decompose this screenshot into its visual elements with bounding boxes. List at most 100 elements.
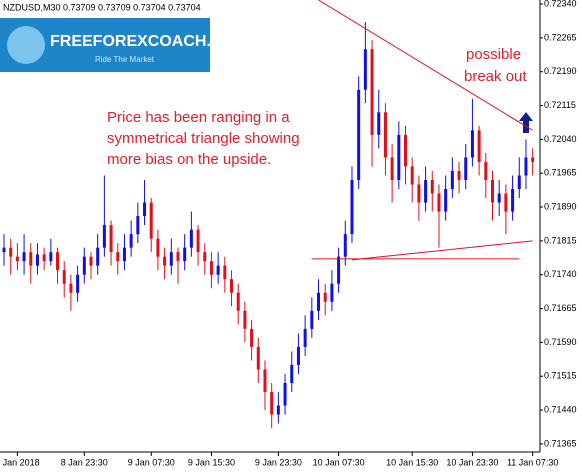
candle-body	[42, 254, 46, 262]
y-tick-label: 0.71890	[544, 201, 577, 211]
x-tick-label: 10 Jan 07:30	[313, 457, 365, 467]
candle-body	[283, 382, 287, 406]
candle-body	[82, 256, 86, 275]
candle-body	[143, 202, 147, 217]
x-tick-label: 9 Jan 23:30	[255, 457, 302, 467]
candle-body	[136, 216, 140, 235]
x-tick-label: 11 Jan 07:30	[507, 457, 558, 467]
breakout-arrow	[519, 112, 533, 133]
x-tick-label: 8 Jan 23:30	[61, 457, 108, 467]
y-tick-label: 0.71665	[544, 303, 577, 313]
candle-body	[350, 179, 354, 235]
candle-body	[109, 225, 113, 253]
candle-body	[517, 175, 521, 190]
candle-body	[9, 247, 13, 257]
candle-body	[176, 252, 180, 262]
y-tick-label: 0.71515	[544, 371, 577, 381]
candle-body	[2, 247, 6, 253]
candle-body	[383, 112, 387, 158]
candle-body	[377, 112, 381, 135]
candle-body	[236, 292, 240, 311]
annotation: possible	[466, 46, 521, 63]
x-tick-label: 9 Jan 07:30	[128, 457, 175, 467]
candle-body	[511, 189, 515, 212]
candle-body	[363, 49, 367, 90]
y-tick-label: 0.71965	[544, 168, 577, 178]
x-tick-label: 10 Jan 15:30	[386, 457, 438, 467]
candle-body	[183, 247, 187, 262]
y-tick-label: 0.71740	[544, 269, 577, 279]
annotation: break out	[464, 68, 527, 85]
candle-body	[397, 134, 401, 180]
y-tick-label: 0.71815	[544, 235, 577, 245]
candle-body	[250, 328, 254, 347]
y-tick-label: 0.71590	[544, 337, 577, 347]
candle-body	[504, 193, 508, 212]
candle-body	[317, 292, 321, 311]
candle-body	[290, 364, 294, 383]
annotation: more bias on the upside.	[107, 151, 271, 168]
candle-body	[22, 252, 26, 262]
candle-body	[49, 252, 53, 262]
trendline	[318, 0, 533, 131]
candle-body	[417, 184, 421, 203]
candle-body	[497, 193, 501, 203]
candle-body	[303, 328, 307, 347]
annotation: symmetrical triangle showing	[107, 130, 300, 147]
candle-body	[450, 170, 454, 190]
candle-body	[464, 157, 468, 180]
candle-body	[296, 346, 300, 365]
y-tick-label: 0.72040	[544, 134, 577, 144]
candle-body	[129, 234, 133, 248]
candle-body	[343, 234, 347, 257]
y-tick-label: 0.72340	[544, 0, 577, 8]
x-tick-label: 9 Jan 15:30	[188, 457, 235, 467]
candle-body	[29, 252, 33, 266]
candle-body	[477, 130, 481, 162]
candle-body	[531, 157, 535, 162]
candle-body	[270, 392, 274, 415]
trendline	[351, 240, 533, 261]
candle-body	[216, 265, 220, 275]
candle-body	[424, 179, 428, 203]
symbol-header: NZDUSD,M30 0.73709 0.73709 0.73704 0.737…	[3, 2, 201, 12]
y-tick-label: 0.72190	[544, 66, 577, 76]
candle-body	[470, 130, 474, 158]
y-tick-label: 0.72265	[544, 32, 577, 42]
candle-body	[102, 225, 106, 248]
candle-body	[404, 134, 408, 167]
annotation: Price has been ranging in a	[107, 109, 290, 126]
y-tick-label: 0.71440	[544, 404, 577, 414]
x-tick-label: 8 Jan 2018	[0, 457, 40, 467]
candle-body	[69, 283, 73, 293]
candle-body	[330, 283, 334, 302]
candle-body	[491, 179, 495, 203]
x-tick-label: 10 Jan 23:30	[446, 457, 498, 467]
candle-body	[62, 270, 66, 284]
candle-body	[484, 161, 488, 180]
candle-body	[256, 346, 260, 370]
candle-body	[524, 157, 528, 176]
candle-body	[276, 405, 280, 415]
candle-body	[189, 229, 193, 248]
logo-tagline: Ride The Market	[95, 55, 155, 64]
candle-body	[122, 247, 126, 262]
candle-body	[35, 254, 39, 266]
candle-body	[263, 369, 267, 393]
candle-body	[15, 256, 19, 262]
candle-body	[149, 202, 153, 239]
logo: FREEFOREXCOACH.com Ride The Market	[0, 18, 244, 72]
candle-body	[370, 49, 374, 135]
candle-body	[457, 170, 461, 180]
candle-body	[390, 157, 394, 180]
candle-body	[243, 310, 247, 329]
candle-body	[357, 89, 361, 180]
candle-body	[56, 252, 60, 271]
candle-body	[169, 252, 173, 266]
y-tick-label: 0.71365	[544, 438, 577, 448]
candle-body	[430, 179, 434, 194]
candle-body	[337, 256, 341, 284]
candle-body	[96, 247, 100, 266]
